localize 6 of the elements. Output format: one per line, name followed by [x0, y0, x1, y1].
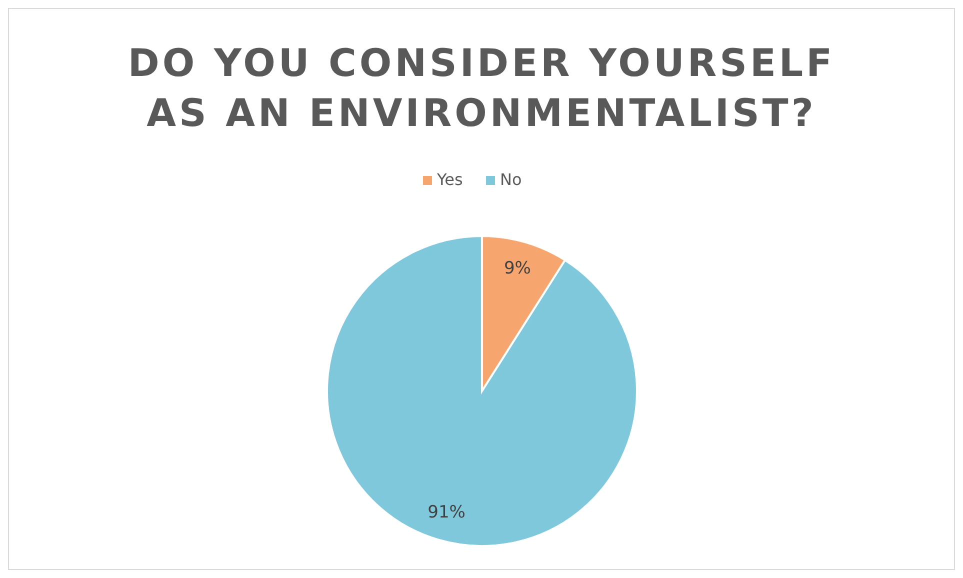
pie-slice [326, 235, 638, 547]
data-label: 9% [504, 258, 531, 279]
legend-label: No [500, 170, 522, 189]
legend-label: Yes [436, 170, 463, 189]
data-label: 91% [428, 502, 466, 523]
chart-title: DO YOU CONSIDER YOURSELF AS AN ENVIRONMENTALIST? [128, 41, 836, 135]
